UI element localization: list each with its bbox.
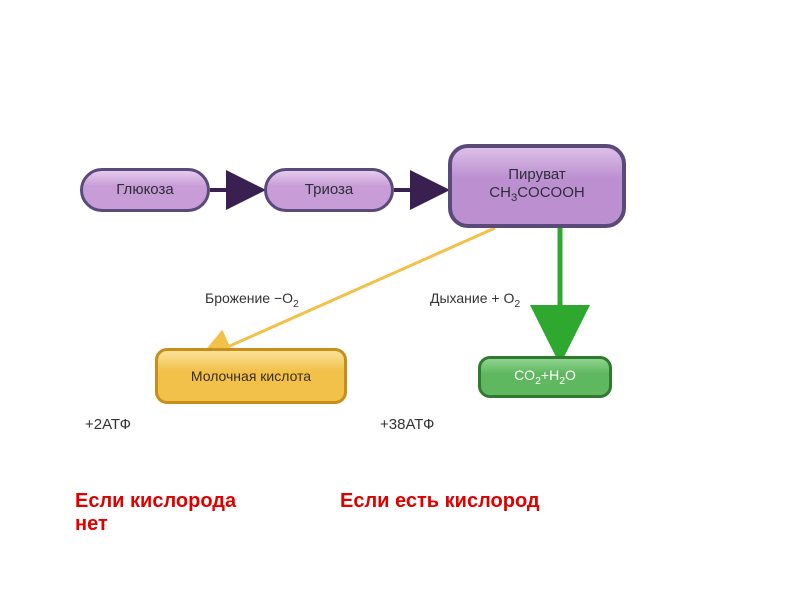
node-triose-label: Триоза	[305, 181, 353, 199]
text-no-oxygen: Если кислорода нет	[75, 490, 236, 536]
label-fermentation: Брожение −O2	[205, 290, 375, 310]
label-respiration: Дыхание + O2	[430, 290, 590, 310]
node-pyruvate-label1: Пируват	[508, 166, 566, 184]
node-glucose: Глюкоза	[80, 168, 210, 212]
node-glucose-label: Глюкоза	[116, 181, 173, 199]
node-pyruvate-label2: CH3COCOOH	[489, 184, 584, 206]
text-yes-oxygen: Если есть кислород	[340, 490, 540, 513]
node-co2-h2o: CO2+H2O	[478, 356, 612, 398]
node-lactic-acid: Молочная кислота	[155, 348, 347, 404]
node-co2-label: CO2+H2O	[514, 367, 576, 387]
label-atp-2: +2АТФ	[85, 416, 131, 433]
node-lactic-label: Молочная кислота	[191, 368, 311, 385]
label-atp-38: +38АТФ	[380, 416, 434, 433]
node-pyruvate: Пируват CH3COCOOH	[448, 144, 626, 228]
node-triose: Триоза	[264, 168, 394, 212]
